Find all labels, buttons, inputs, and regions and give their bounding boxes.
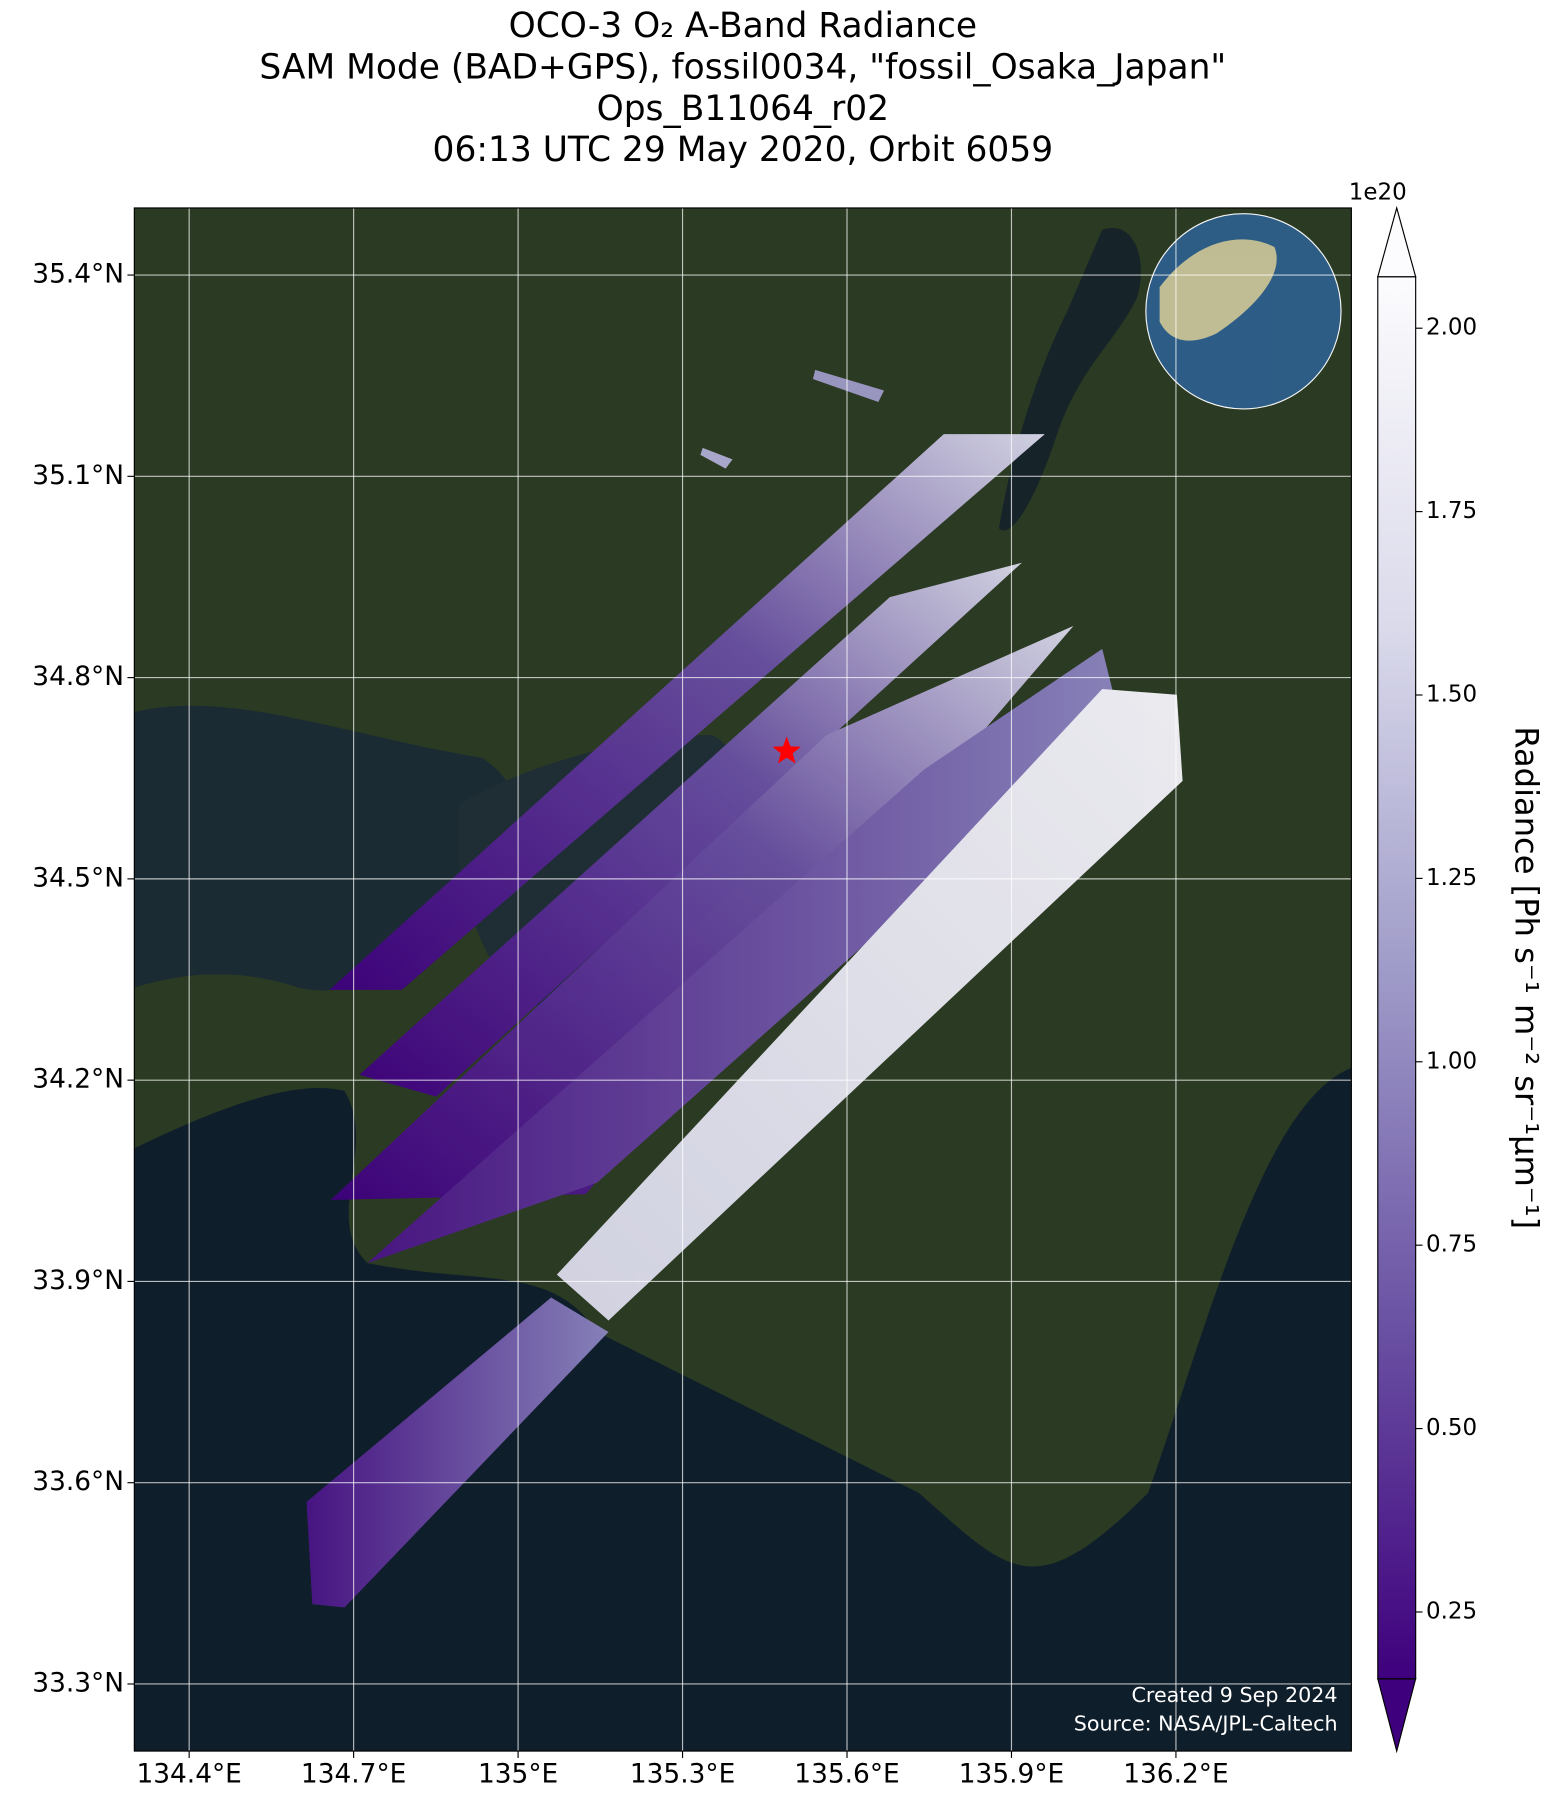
- grid: [134, 207, 1352, 1752]
- swath: [812, 369, 885, 402]
- y-tick-label: 34.2°N: [32, 1064, 124, 1095]
- y-tick-label: 35.4°N: [32, 259, 124, 290]
- x-tick-label: 135.6°E: [794, 1759, 899, 1790]
- y-tick-label: 35.1°N: [32, 460, 124, 491]
- y-tick-label: 33.3°N: [32, 1667, 124, 1698]
- x-tick-label: 134.7°E: [301, 1759, 406, 1790]
- colorbar-tick-label: 1.75: [1426, 498, 1477, 524]
- colorbar-tick-label: 2.00: [1426, 315, 1477, 341]
- plot-frame: [133, 207, 1352, 1752]
- swath: [556, 689, 1183, 1321]
- colorbar-label: Radiance [Ph s⁻¹ m⁻² sr⁻¹μm⁻¹]: [1508, 726, 1546, 1229]
- colorbar-tick-label: 1.50: [1426, 681, 1477, 707]
- colorbar-tick-label: 0.50: [1426, 1415, 1477, 1441]
- colorbar-offset: 1e20: [1349, 180, 1407, 206]
- x-tick-label: 135.9°E: [959, 1759, 1064, 1790]
- x-tick-label: 135°E: [478, 1759, 558, 1790]
- chart-title: 06:13 UTC 29 May 2020, Orbit 6059: [433, 130, 1054, 170]
- colorbar: [1377, 276, 1417, 1680]
- globe-land: [1159, 239, 1277, 341]
- swath: [359, 562, 1022, 1097]
- colorbar-tick-label: 1.25: [1426, 865, 1477, 891]
- swath: [329, 434, 1045, 990]
- y-tick-label: 33.9°N: [32, 1265, 124, 1296]
- swath: [306, 1297, 609, 1608]
- swath: [367, 648, 1120, 1264]
- swaths: [306, 213, 1342, 1608]
- x-tick-label: 134.4°E: [136, 1759, 241, 1790]
- credit: Source: NASA/JPL-Caltech: [1074, 1712, 1338, 1736]
- colorbar-tick-label: 0.75: [1426, 1232, 1477, 1258]
- swath: [330, 625, 1074, 1200]
- colorbar-extend-top: [1377, 205, 1417, 278]
- y-tick-label: 34.8°N: [32, 661, 124, 692]
- y-tick-label: 33.6°N: [32, 1466, 124, 1497]
- chart-title: SAM Mode (BAD+GPS), fossil0034, "fossil_…: [259, 48, 1226, 88]
- x-tick-label: 135.3°E: [630, 1759, 735, 1790]
- credit: Created 9 Sep 2024: [1131, 1683, 1337, 1707]
- x-tick-label: 136.2°E: [1123, 1759, 1228, 1790]
- target-star: [772, 736, 801, 764]
- colorbar-tick-label: 0.25: [1426, 1598, 1477, 1624]
- chart-title: Ops_B11064_r02: [597, 89, 890, 129]
- chart-title: OCO-3 O₂ A-Band Radiance: [509, 6, 977, 46]
- colorbar-tick-label: 1.00: [1426, 1048, 1477, 1074]
- swath: [700, 447, 733, 469]
- y-tick-label: 34.5°N: [32, 862, 124, 893]
- colorbar-extend-bottom: [1377, 1678, 1417, 1754]
